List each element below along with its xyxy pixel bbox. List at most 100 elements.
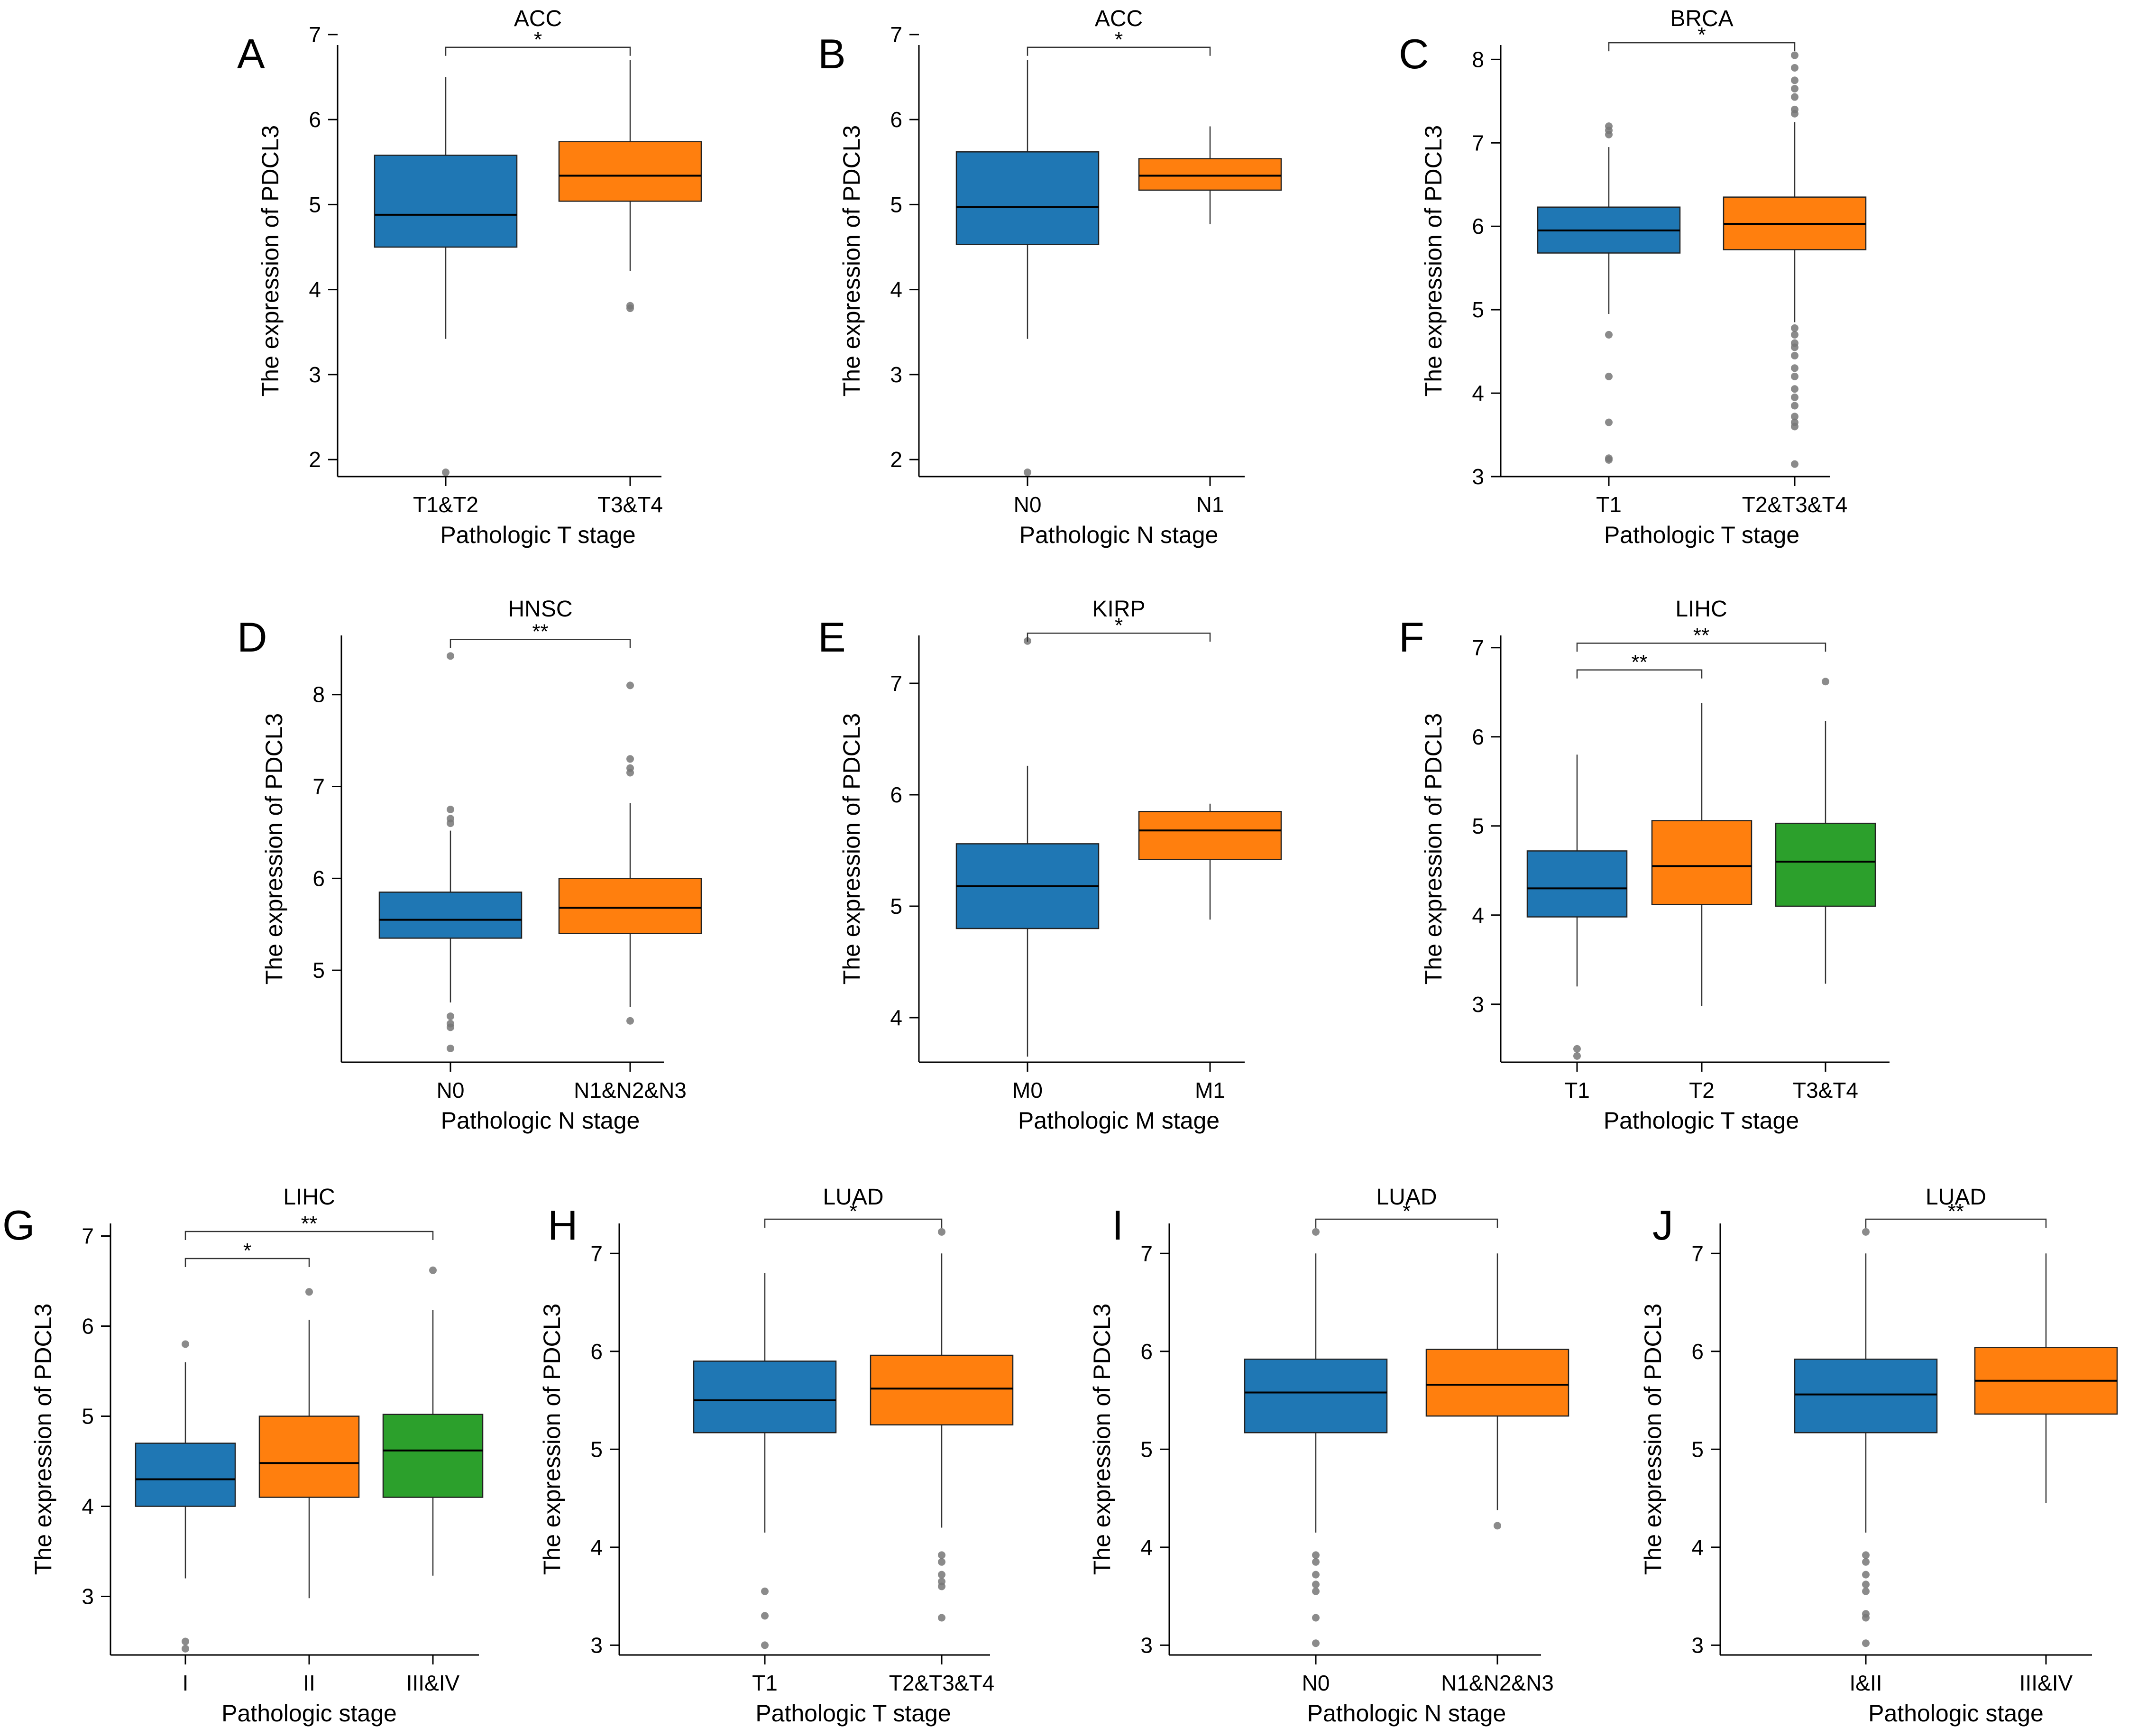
panel-letter: B <box>818 30 846 77</box>
x-tick-label: I <box>183 1671 189 1695</box>
y-tick-label: 4 <box>82 1494 94 1519</box>
box-n1 <box>1138 126 1282 224</box>
outlier-point <box>1605 122 1613 130</box>
x-tick-label: III&IV <box>2019 1671 2073 1695</box>
significance-label: * <box>1697 23 1706 46</box>
box-t3-t4 <box>1775 678 1876 984</box>
panel-title: HNSC <box>508 597 572 622</box>
y-tick-label: 2 <box>309 447 321 472</box>
significance-bracket <box>1576 669 1703 679</box>
box-t1 <box>1526 754 1628 1060</box>
y-tick-label: 6 <box>590 1339 603 1364</box>
y-tick-label: 7 <box>1691 1241 1704 1266</box>
box-t1 <box>693 1273 837 1649</box>
outlier-point <box>1822 678 1829 686</box>
outlier-point <box>1605 372 1613 380</box>
outlier-point <box>938 1551 945 1559</box>
x-axis-label: Pathologic stage <box>1868 1700 2044 1727</box>
outlier-point <box>938 1578 945 1586</box>
panel-b: B ACC 2 3 4 5 6 7 The expression of PDCL3 N0 N1 Pat… <box>818 6 1282 548</box>
outlier-point <box>1312 1614 1320 1622</box>
panel-i: I LUAD 3 4 5 6 7 The expression of PDCL3 N0 N1&N2… <box>1089 1185 1569 1727</box>
y-tick-label: 7 <box>312 774 325 799</box>
box-iqr <box>1526 850 1628 918</box>
outlier-point <box>1573 1052 1581 1060</box>
y-tick-label: 5 <box>1472 814 1484 838</box>
significance-bracket <box>1027 46 1211 56</box>
box-iqr <box>135 1443 236 1507</box>
x-axis-label: Pathologic M stage <box>1018 1107 1220 1134</box>
significance-label: ** <box>1948 1200 1964 1223</box>
box-iii-iv <box>382 1266 484 1576</box>
box-iqr <box>382 1414 484 1498</box>
y-tick-label: 5 <box>1140 1437 1153 1461</box>
panel-c: C BRCA 3 4 5 6 7 8 The expression of PDCL3 T1 T2&T… <box>1399 6 1867 548</box>
box-iii-iv <box>1974 1253 2118 1503</box>
outlier-point <box>761 1612 769 1620</box>
outlier-point <box>447 815 454 823</box>
box-t2-t3-t4 <box>870 1228 1014 1622</box>
x-axis-label: Pathologic stage <box>221 1700 397 1727</box>
box-t1-t2 <box>374 77 518 477</box>
outlier-point <box>1862 1558 1870 1566</box>
y-tick-label: 2 <box>890 447 902 472</box>
box-m1 <box>1138 803 1282 920</box>
x-tick-label: III&IV <box>406 1671 460 1695</box>
outlier-point <box>1791 372 1798 380</box>
outlier-point <box>429 1266 437 1274</box>
outlier-point <box>1791 402 1798 410</box>
y-axis-label: The expression of PDCL3 <box>1420 125 1447 397</box>
box-iqr <box>1794 1359 1938 1434</box>
outlier-point <box>1862 1571 1870 1579</box>
outlier-point <box>761 1641 769 1649</box>
x-tick-label: N0 <box>1014 492 1042 517</box>
box-n0 <box>378 652 523 1052</box>
significance-bracket <box>450 639 631 648</box>
significance-label: * <box>1403 1200 1411 1223</box>
significance-label: * <box>849 1200 857 1223</box>
box-n0 <box>955 60 1100 477</box>
y-tick-label: 3 <box>590 1633 603 1657</box>
y-tick-label: 8 <box>1472 47 1484 72</box>
y-tick-label: 4 <box>890 277 902 302</box>
outlier-point <box>1791 418 1798 426</box>
outlier-point <box>447 1044 454 1052</box>
outlier-point <box>938 1571 945 1579</box>
y-tick-label: 5 <box>82 1404 94 1429</box>
panel-title: LIHC <box>283 1185 335 1210</box>
y-tick-label: 4 <box>590 1535 603 1560</box>
outlier-point <box>1605 418 1613 426</box>
outlier-point <box>1494 1522 1501 1530</box>
y-tick-label: 3 <box>1472 992 1484 1017</box>
panel-a: A ACC 2 3 4 5 6 7 The expression of PDCL3 T1&T2 T3… <box>237 6 702 548</box>
y-axis-label: The expression of PDCL3 <box>30 1304 56 1575</box>
outlier-point <box>1862 1581 1870 1589</box>
y-tick-label: 6 <box>1472 725 1484 749</box>
outlier-point <box>1312 1228 1320 1236</box>
significance-bracket <box>445 46 631 56</box>
panel-j: J LUAD 3 4 5 6 7 The expression of PDCL3 I&II III… <box>1640 1185 2118 1727</box>
box-t2-t3-t4 <box>1723 51 1867 468</box>
x-axis-label: Pathologic N stage <box>1307 1700 1506 1727</box>
box-i-ii <box>1794 1228 1938 1647</box>
outlier-point <box>447 806 454 814</box>
y-tick-label: 3 <box>82 1584 94 1609</box>
significance-label: ** <box>532 620 548 643</box>
panel-letter: D <box>237 614 267 661</box>
significance-label: * <box>534 28 542 51</box>
box-n0 <box>1244 1228 1388 1647</box>
x-tick-label: T3&T4 <box>1793 1078 1858 1103</box>
x-tick-label: N1&N2&N3 <box>1441 1671 1554 1695</box>
outlier-point <box>1791 324 1798 332</box>
outlier-point <box>626 302 634 310</box>
box-ii <box>258 1288 360 1599</box>
significance-label: ** <box>301 1212 317 1235</box>
panel-title: ACC <box>1095 6 1143 31</box>
y-axis-label: The expression of PDCL3 <box>539 1304 565 1575</box>
significance-bracket <box>184 1231 434 1240</box>
x-axis-label: Pathologic T stage <box>1604 522 1799 548</box>
y-axis-label: The expression of PDCL3 <box>1640 1304 1666 1575</box>
x-axis-label: Pathologic T stage <box>1604 1107 1799 1134</box>
